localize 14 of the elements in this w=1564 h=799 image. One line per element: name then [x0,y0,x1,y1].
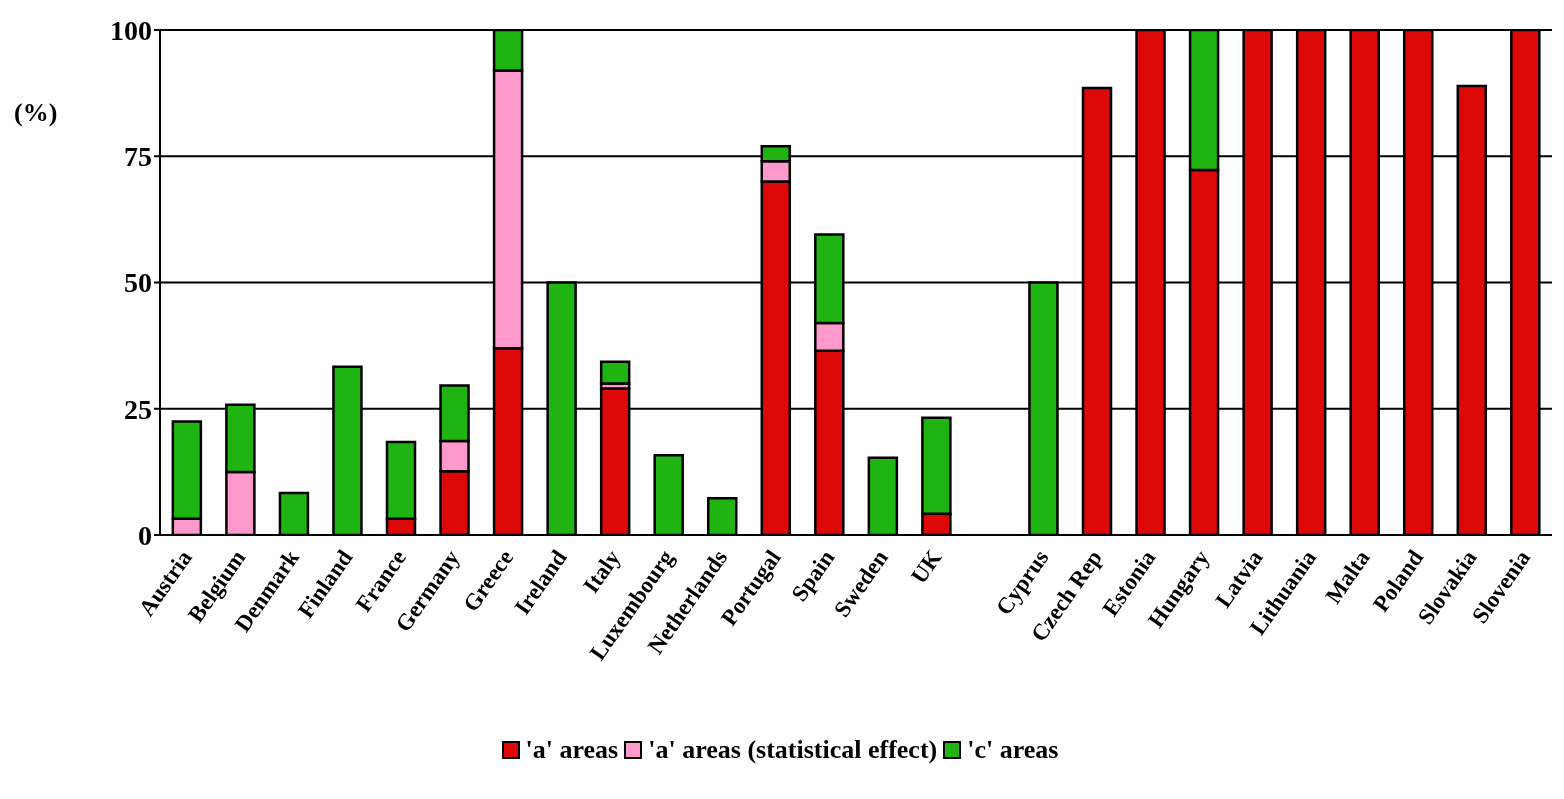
x-tick-label: UK [906,545,947,589]
y-axis-title: (%) [14,98,58,128]
y-tick-label: 75 [124,141,152,173]
y-tick-label: 50 [124,267,152,299]
bar [278,491,310,535]
y-tick-label: 100 [110,14,152,46]
legend-label: 'a' areas [525,735,619,765]
legend-label: 'a' areas (statistical effect) [648,735,938,765]
legend-label: 'c' areas [967,735,1059,765]
bar [706,496,738,535]
bar [867,456,899,535]
y-tick-label: 25 [124,393,152,425]
y-tick-label: 0 [138,519,152,551]
bar [653,453,684,535]
